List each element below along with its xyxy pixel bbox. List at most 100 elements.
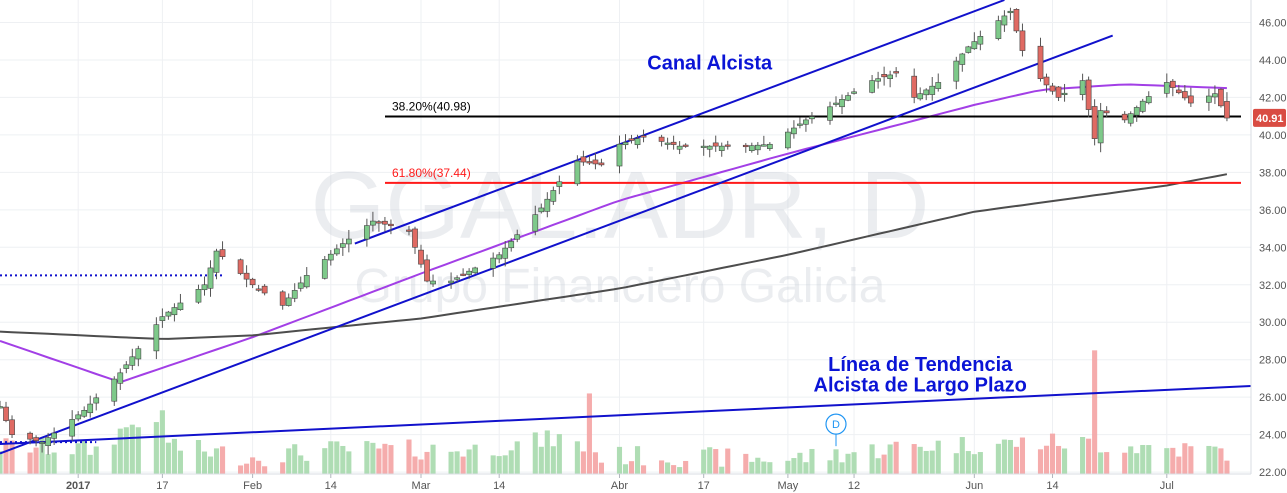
- candle-body: [207, 267, 214, 289]
- level-label: 61.80%(37.44): [392, 166, 471, 180]
- volume-bar: [671, 465, 677, 474]
- volume-bar: [959, 437, 965, 474]
- last-price-tag: 40.91: [1253, 108, 1286, 127]
- volume-bar: [833, 449, 839, 474]
- candlesticks[interactable]: [0, 7, 1230, 455]
- volume-bar: [1122, 452, 1128, 474]
- volume-bar: [743, 453, 749, 474]
- y-tick-label: 46.00: [1259, 17, 1287, 29]
- candle-body: [917, 93, 924, 100]
- y-tick-label: 34.00: [1259, 242, 1287, 254]
- volume-bar: [238, 465, 244, 474]
- volume-bar: [761, 461, 767, 474]
- volume-bar: [1061, 448, 1068, 474]
- volume-bar: [322, 448, 328, 474]
- volume-bar: [280, 462, 286, 474]
- volume-bar: [448, 451, 454, 474]
- candle-body: [382, 220, 388, 225]
- volume-bar: [286, 448, 292, 474]
- annotation-text: Alcista de Largo Plazo: [814, 375, 1027, 397]
- candle-body: [9, 419, 15, 435]
- candle-body: [911, 75, 918, 98]
- volume-bar: [213, 448, 220, 474]
- volume-bar: [0, 451, 3, 474]
- x-tick-label: Feb: [243, 480, 262, 492]
- candle-body: [995, 20, 1002, 39]
- volume-bar: [412, 456, 418, 474]
- candle-body: [766, 143, 773, 149]
- candle-body: [327, 253, 334, 261]
- candle-body: [87, 403, 94, 414]
- trend-lines[interactable]: [0, 0, 1252, 455]
- candle-body: [875, 78, 881, 82]
- candle-body: [255, 288, 262, 291]
- candle-body: [321, 259, 328, 279]
- volume-bar: [472, 444, 478, 474]
- volume-bar: [719, 466, 725, 474]
- volume-bar: [977, 452, 983, 474]
- volume-bar: [616, 446, 623, 474]
- volume-bar: [51, 452, 57, 474]
- volume-bar: [580, 451, 586, 474]
- volume-bar: [1188, 446, 1194, 474]
- candle-body: [466, 270, 472, 275]
- horizontal-levels[interactable]: 38.20%(40.98) 61.80%(37.44): [0, 100, 1241, 444]
- volume-bar: [971, 454, 977, 474]
- y-tick-label: 30.00: [1259, 317, 1287, 329]
- volume-bar: [135, 427, 141, 474]
- candle-body: [111, 378, 118, 402]
- volume-bar: [340, 445, 346, 474]
- candle-body: [959, 53, 966, 65]
- candle-body: [279, 291, 286, 306]
- volume-bar: [1212, 446, 1218, 474]
- x-tick-label: Abr: [611, 480, 628, 492]
- time-axis[interactable]: 2017 17 Feb 14 Mar 14 Abr 17 May 12 Jun 14 Jul: [0, 473, 1251, 492]
- volume-bar: [244, 463, 250, 474]
- volume-bar: [592, 452, 598, 474]
- volume-bar: [123, 427, 129, 474]
- candle-body: [1139, 100, 1146, 112]
- volume-bar: [851, 452, 857, 474]
- candle-body: [712, 142, 719, 147]
- volume-bar: [556, 434, 562, 474]
- volume-bar: [665, 462, 671, 474]
- volume-bar: [532, 432, 538, 474]
- candle-body: [658, 136, 665, 142]
- candle-body: [201, 284, 208, 291]
- candle-body: [923, 89, 930, 96]
- volume-bar: [785, 460, 791, 474]
- volume-bar: [1134, 453, 1140, 474]
- volume-bar: [749, 461, 755, 474]
- volume-bar: [725, 448, 731, 474]
- x-tick-label: Jul: [1160, 480, 1174, 492]
- candle-body: [682, 144, 689, 147]
- candle-body: [760, 144, 767, 147]
- candle-body: [1224, 101, 1230, 119]
- candle-body: [165, 311, 172, 317]
- candle-body: [3, 406, 9, 421]
- volume-bar: [304, 460, 310, 474]
- volume-bar: [791, 458, 797, 474]
- volume-bar: [1206, 445, 1212, 474]
- candle-body: [1133, 107, 1140, 116]
- volume-bar: [827, 460, 833, 474]
- volume-bar: [1164, 448, 1170, 474]
- volume-bar: [1098, 452, 1104, 474]
- candle-body: [364, 225, 370, 240]
- volume-bar: [9, 440, 15, 474]
- candle-body: [123, 364, 130, 369]
- candle-body: [502, 247, 509, 259]
- price-axis[interactable]: 22.00 24.00 26.00 28.00 30.00 32.00 34.00 36.00…: [1250, 0, 1287, 479]
- volume-bar: [195, 440, 202, 474]
- volume-bar: [713, 449, 719, 474]
- candle-body: [845, 95, 851, 101]
- volume-bar: [430, 444, 436, 474]
- y-tick-label: 22.00: [1259, 467, 1287, 479]
- volume-bar: [935, 440, 941, 474]
- candle-body: [424, 259, 430, 282]
- candle-body: [700, 145, 707, 148]
- volume-bar: [875, 458, 881, 474]
- sma-fast-line: [0, 83, 1227, 384]
- volume-bar: [1218, 448, 1224, 474]
